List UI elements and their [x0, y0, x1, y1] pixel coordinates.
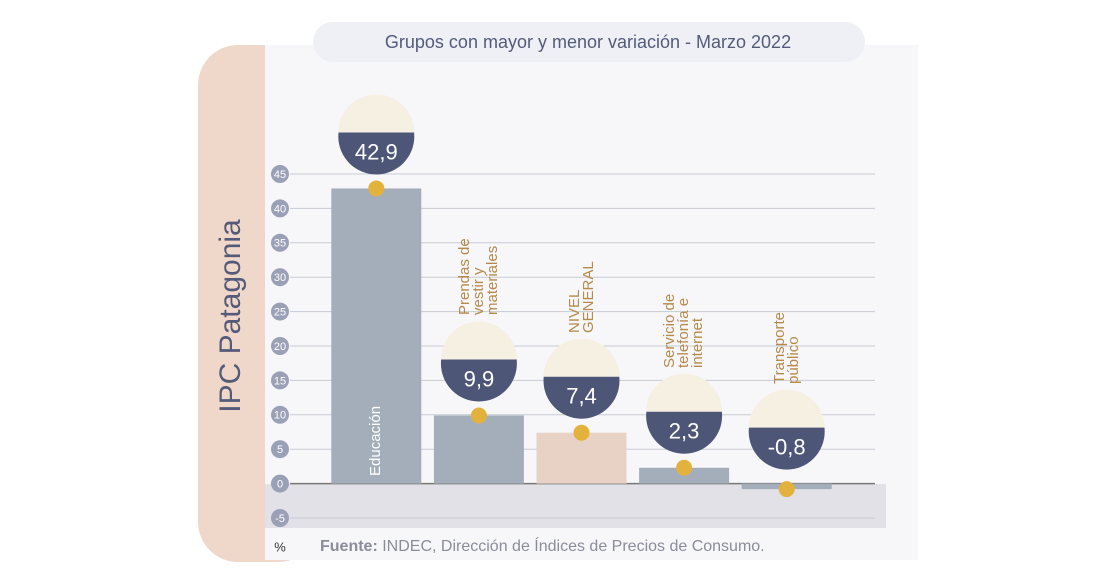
category-label: NIVEL GENERAL	[565, 260, 597, 333]
y-tick-badge	[271, 199, 289, 218]
category-label: Educación	[367, 405, 385, 476]
icon-cap	[748, 389, 825, 428]
y-tick-badge	[271, 337, 289, 355]
value-label: 9,9	[464, 366, 495, 391]
value-label: 7,4	[566, 384, 597, 409]
y-unit: %	[274, 539, 286, 554]
y-tick-badge	[271, 474, 289, 493]
y-tick-label: 25	[274, 307, 286, 319]
category-label: Servicio de telefonía e internet	[661, 293, 707, 368]
y-tick-label: 20	[274, 341, 286, 353]
y-tick-label: 15	[274, 375, 286, 387]
y-tick-badge	[271, 165, 289, 183]
icon-cap	[440, 321, 517, 360]
source-text: INDEC, Dirección de Índices de Precios d…	[382, 536, 764, 555]
y-tick-label: 45	[274, 169, 286, 181]
category-label: Transporte público	[770, 311, 802, 384]
y-tick-badge	[271, 509, 289, 527]
bar	[331, 188, 422, 484]
bar	[536, 432, 627, 484]
y-tick-badge	[271, 302, 289, 321]
y-tick-badge	[271, 268, 289, 287]
title-pill	[313, 22, 865, 62]
icon-cap	[646, 373, 723, 412]
chart-title: Grupos con mayor y menor variación - Mar…	[385, 32, 791, 52]
value-dot	[368, 180, 385, 197]
y-tick-badge	[271, 440, 289, 459]
value-label: 2,3	[669, 419, 700, 444]
y-tick-label: 40	[274, 203, 286, 215]
value-label: 42,9	[355, 139, 398, 164]
y-tick-badge	[271, 233, 289, 252]
source-label: Fuente:	[320, 538, 378, 555]
y-tick-label: 35	[274, 238, 286, 250]
category-label: Prendas de vestir y materiales	[455, 238, 501, 316]
y-tick-label: 10	[274, 410, 286, 422]
value-dot	[573, 424, 590, 441]
y-tick-label: -5	[275, 513, 285, 525]
value-dot	[676, 459, 693, 476]
value-label: -0,8	[768, 434, 806, 459]
value-dot	[470, 407, 487, 424]
y-tick-badge	[271, 371, 289, 390]
bar	[433, 415, 524, 484]
icon-cap	[543, 338, 620, 377]
y-tick-label: 30	[274, 272, 286, 284]
y-tick-badge	[271, 405, 289, 424]
icon-cap	[338, 94, 415, 133]
y-tick-label: 5	[277, 444, 283, 456]
value-dot	[778, 481, 795, 498]
side-label: IPC Patagonia	[214, 219, 247, 413]
source: Fuente: INDEC, Dirección de Índices de P…	[320, 536, 765, 555]
y-tick-label: 0	[277, 479, 283, 491]
